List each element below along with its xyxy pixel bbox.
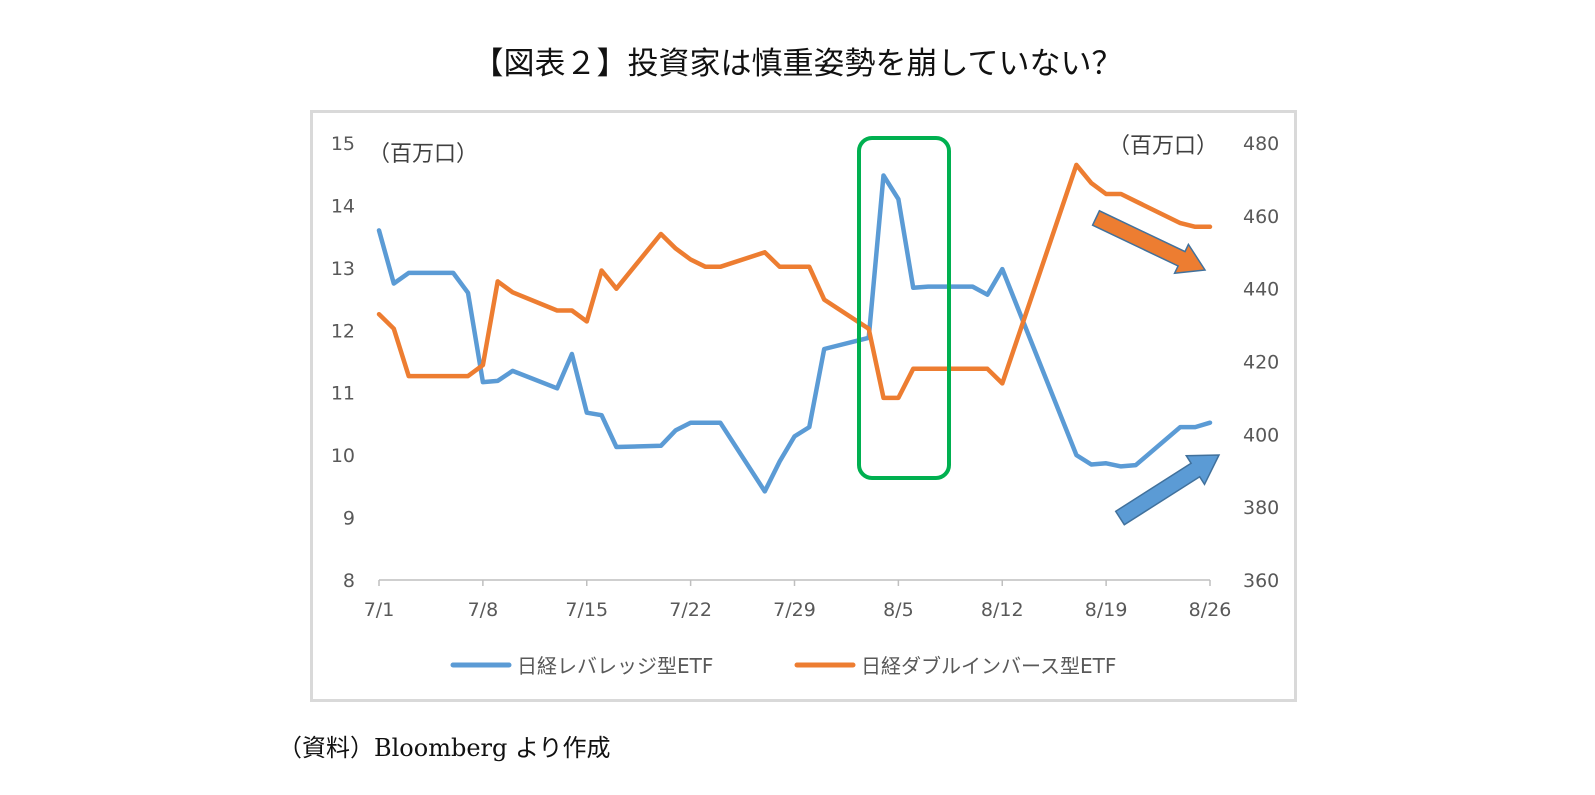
y-left-unit: （百万口） <box>368 142 478 167</box>
y-right-unit: （百万口） <box>1108 134 1218 159</box>
x-tick-label: 7/1 <box>364 599 395 621</box>
y-right-tick-label: 400 <box>1243 424 1279 446</box>
y-right-tick-label: 360 <box>1243 570 1279 592</box>
x-tick-label: 7/8 <box>468 599 499 621</box>
down-trend-arrow <box>1091 209 1207 275</box>
y-left-tick-label: 9 <box>343 508 355 530</box>
y-left-tick-label: 13 <box>331 258 355 280</box>
series-line-1 <box>376 173 1213 494</box>
legend-label-2: 日経ダブルインバース型ETF <box>861 654 1116 678</box>
y-right-tick-label: 460 <box>1243 206 1279 228</box>
series-line-2 <box>376 162 1213 401</box>
chart-title: 【図表２】投資家は慎重姿勢を崩していない？ <box>472 46 1123 82</box>
source-note: （資料）Bloomberg より作成 <box>278 734 611 762</box>
y-left-tick-label: 11 <box>331 383 355 405</box>
x-tick-label: 8/19 <box>1085 599 1128 621</box>
chart-svg: 7/1 7/8 7/15 7/22 7/29 8/5 8/12 8/19 8/26 8 9 10 11 1… <box>331 133 1279 678</box>
y-right-tick-label: 480 <box>1243 133 1279 155</box>
x-tick-label: 7/15 <box>565 599 608 621</box>
y-left-tick-label: 12 <box>331 320 355 342</box>
legend-label-1: 日経レバレッジ型ETF <box>517 654 713 678</box>
y-right-tick-label: 380 <box>1243 497 1279 519</box>
y-left-tick-label: 10 <box>331 445 355 467</box>
x-tick-label: 8/12 <box>981 599 1024 621</box>
y-left-tick-label: 14 <box>331 195 355 217</box>
y-left-tick-label: 8 <box>343 570 355 592</box>
up-trend-arrow <box>1114 454 1221 526</box>
x-tick-label: 7/22 <box>669 599 712 621</box>
x-tick-label: 8/5 <box>883 599 914 621</box>
y-right-tick-label: 440 <box>1243 279 1279 301</box>
x-tick-label: 8/26 <box>1189 599 1232 621</box>
y-left-tick-label: 15 <box>331 133 355 155</box>
highlight-box <box>857 136 951 480</box>
chart-area: 7/1 7/8 7/15 7/22 7/29 8/5 8/12 8/19 8/26 8 9 10 11 1… <box>310 110 1297 702</box>
x-tick-label: 7/29 <box>773 599 816 621</box>
y-right-tick-label: 420 <box>1243 352 1279 374</box>
